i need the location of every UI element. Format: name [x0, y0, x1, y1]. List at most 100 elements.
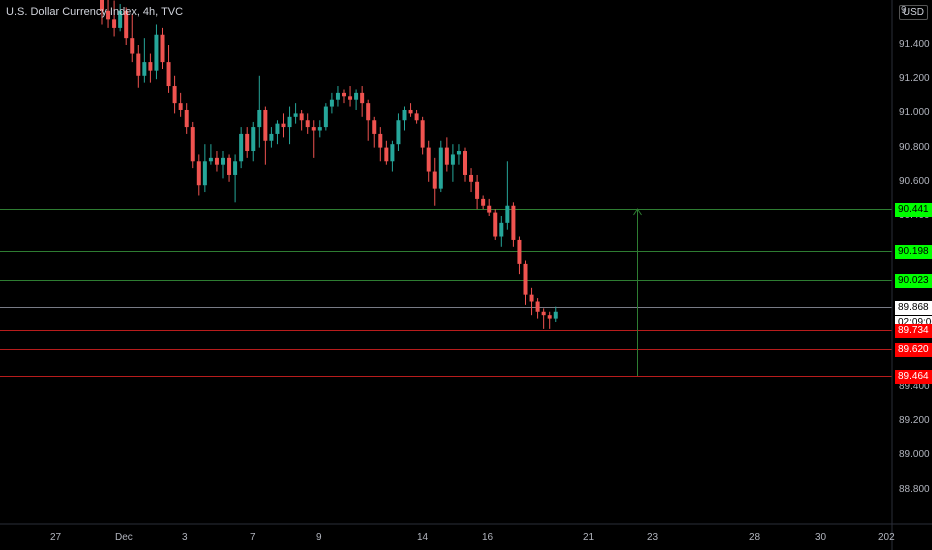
- y-tick-3: 90.800: [899, 142, 930, 153]
- candle-19: [215, 151, 219, 172]
- candle-52: [415, 110, 419, 124]
- target-arrow: [634, 209, 642, 376]
- level-label-6: 89.464: [895, 370, 932, 384]
- candle-32: [294, 103, 298, 124]
- y-tick-2: 91.000: [899, 107, 930, 118]
- candle-56: [439, 141, 443, 192]
- level-label-1: 90.198: [895, 245, 932, 259]
- candle-66: [499, 216, 503, 247]
- x-tick-11: 202: [878, 532, 895, 543]
- candle-16: [197, 154, 201, 195]
- candle-48: [390, 141, 394, 172]
- candle-18: [209, 144, 213, 165]
- x-tick-5: 14: [417, 532, 428, 543]
- candle-5: [130, 14, 134, 62]
- candle-72: [536, 298, 540, 319]
- candle-37: [324, 103, 328, 130]
- candle-35: [312, 120, 316, 158]
- x-tick-7: 21: [583, 532, 594, 543]
- candle-53: [421, 117, 425, 155]
- candle-49: [396, 113, 400, 151]
- candle-26: [257, 76, 261, 148]
- candle-15: [191, 122, 195, 168]
- candle-65: [493, 209, 497, 240]
- candle-67: [505, 161, 509, 229]
- candle-38: [330, 93, 334, 114]
- candle-31: [288, 107, 292, 145]
- candle-51: [409, 103, 413, 117]
- candle-6: [136, 45, 140, 88]
- candle-61: [469, 168, 473, 192]
- y-tick-4: 90.600: [899, 176, 930, 187]
- x-tick-4: 9: [316, 532, 322, 543]
- candle-12: [173, 76, 177, 114]
- x-tick-6: 16: [482, 532, 493, 543]
- candle-42: [354, 89, 358, 110]
- candle-70: [524, 260, 528, 304]
- candle-21: [227, 154, 231, 181]
- candle-13: [179, 93, 183, 117]
- candle-46: [378, 127, 382, 161]
- candle-36: [318, 120, 322, 137]
- candle-57: [445, 137, 449, 171]
- candle-40: [342, 89, 346, 103]
- candle-59: [457, 144, 461, 165]
- candle-17: [203, 144, 207, 192]
- candlesticks: [100, 0, 558, 329]
- candle-75: [554, 307, 558, 322]
- candle-27: [263, 107, 267, 165]
- candle-43: [360, 86, 364, 117]
- candle-11: [167, 45, 171, 93]
- x-tick-3: 7: [250, 532, 256, 543]
- candle-54: [427, 141, 431, 182]
- candle-23: [239, 127, 243, 168]
- candle-74: [548, 312, 552, 329]
- y-tick-8: 89.000: [899, 449, 930, 460]
- x-tick-0: 27: [50, 532, 61, 543]
- candle-64: [487, 199, 491, 216]
- candle-60: [463, 148, 467, 182]
- candle-58: [451, 144, 455, 182]
- y-tick-9: 88.800: [899, 484, 930, 495]
- level-label-3: 89.868: [895, 301, 932, 315]
- candle-39: [336, 86, 340, 107]
- x-tick-8: 23: [647, 532, 658, 543]
- candle-68: [511, 202, 515, 246]
- candle-44: [366, 100, 370, 141]
- candle-63: [481, 195, 485, 209]
- candle-47: [384, 141, 388, 165]
- candle-50: [403, 107, 407, 131]
- candle-28: [269, 127, 273, 148]
- candle-10: [161, 28, 165, 69]
- x-tick-10: 30: [815, 532, 826, 543]
- candle-14: [185, 103, 189, 134]
- candle-30: [282, 113, 286, 137]
- candle-29: [275, 120, 279, 144]
- candle-62: [475, 175, 479, 209]
- candle-33: [300, 110, 304, 131]
- candle-25: [251, 122, 255, 161]
- candle-73: [542, 308, 546, 329]
- x-tick-2: 3: [182, 532, 188, 543]
- candle-24: [245, 127, 249, 158]
- y-tick-top: 9: [901, 5, 907, 16]
- level-label-4: 89.734: [895, 324, 932, 338]
- candle-22: [233, 154, 237, 202]
- y-tick-0: 91.400: [899, 39, 930, 50]
- candle-34: [306, 113, 310, 134]
- candle-45: [372, 117, 376, 148]
- candle-20: [221, 151, 225, 178]
- candle-8: [148, 54, 152, 83]
- y-tick-1: 91.200: [899, 73, 930, 84]
- candle-71: [530, 288, 534, 315]
- candle-41: [348, 86, 352, 107]
- x-tick-9: 28: [749, 532, 760, 543]
- candle-69: [517, 237, 521, 275]
- level-label-5: 89.620: [895, 343, 932, 357]
- level-label-0: 90.441: [895, 203, 932, 217]
- candle-9: [154, 24, 158, 79]
- candle-55: [433, 158, 437, 206]
- level-label-2: 90.023: [895, 274, 932, 288]
- y-tick-7: 89.200: [899, 415, 930, 426]
